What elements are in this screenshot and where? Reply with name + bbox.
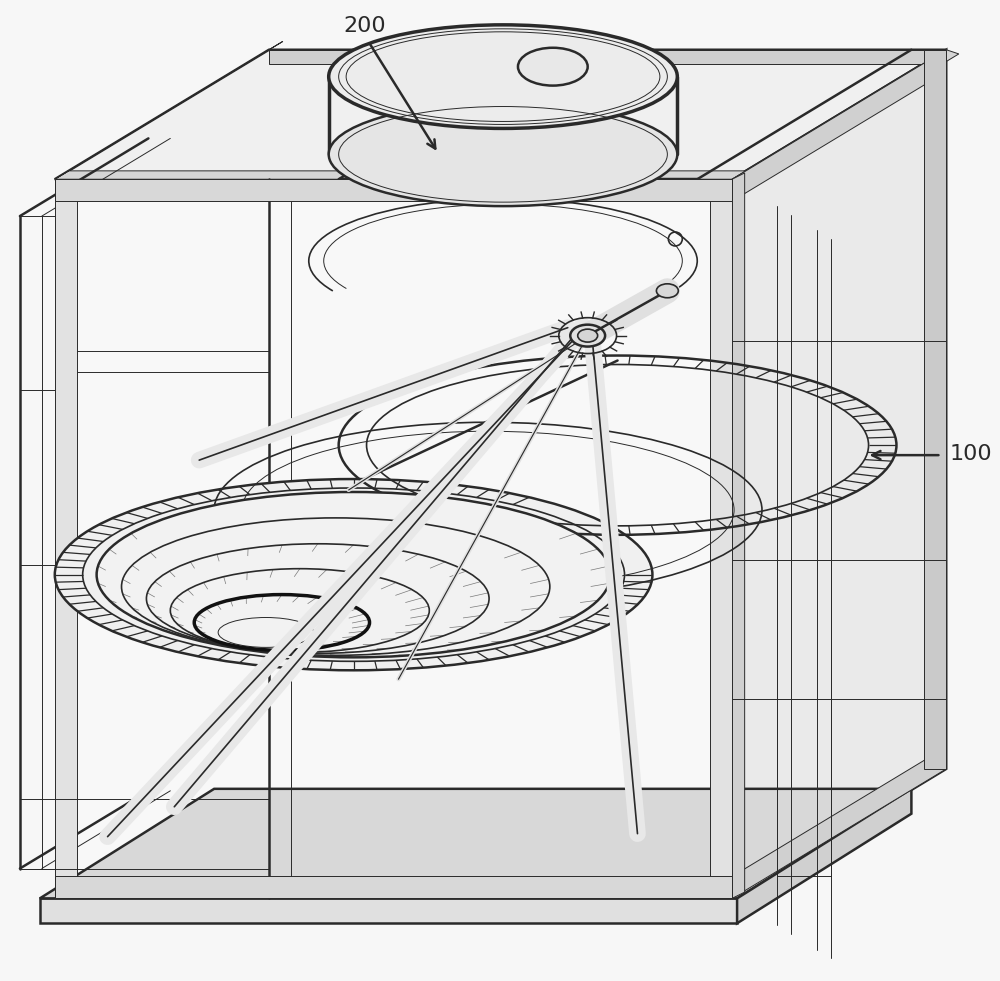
Polygon shape: [732, 173, 745, 899]
Ellipse shape: [570, 325, 605, 346]
Polygon shape: [924, 50, 946, 769]
Ellipse shape: [146, 543, 489, 653]
Ellipse shape: [656, 284, 678, 298]
Polygon shape: [732, 747, 946, 899]
Polygon shape: [55, 180, 77, 899]
Ellipse shape: [170, 569, 429, 652]
Polygon shape: [732, 50, 959, 183]
Polygon shape: [737, 789, 911, 923]
Polygon shape: [710, 180, 732, 899]
Ellipse shape: [329, 103, 677, 206]
Ellipse shape: [218, 617, 314, 647]
Text: 100: 100: [949, 444, 992, 464]
Polygon shape: [269, 50, 946, 64]
Polygon shape: [55, 50, 946, 180]
Text: 200: 200: [344, 16, 386, 36]
Ellipse shape: [122, 518, 550, 655]
Ellipse shape: [97, 492, 611, 657]
Polygon shape: [732, 50, 946, 201]
Ellipse shape: [329, 25, 677, 129]
Polygon shape: [732, 50, 946, 899]
Polygon shape: [55, 180, 732, 899]
Ellipse shape: [55, 479, 652, 670]
Ellipse shape: [194, 594, 370, 650]
Polygon shape: [40, 789, 911, 899]
Ellipse shape: [518, 48, 588, 85]
Polygon shape: [55, 180, 732, 201]
Polygon shape: [55, 876, 732, 899]
Ellipse shape: [578, 330, 598, 342]
Polygon shape: [40, 899, 737, 923]
Polygon shape: [55, 41, 283, 180]
Polygon shape: [55, 171, 746, 180]
